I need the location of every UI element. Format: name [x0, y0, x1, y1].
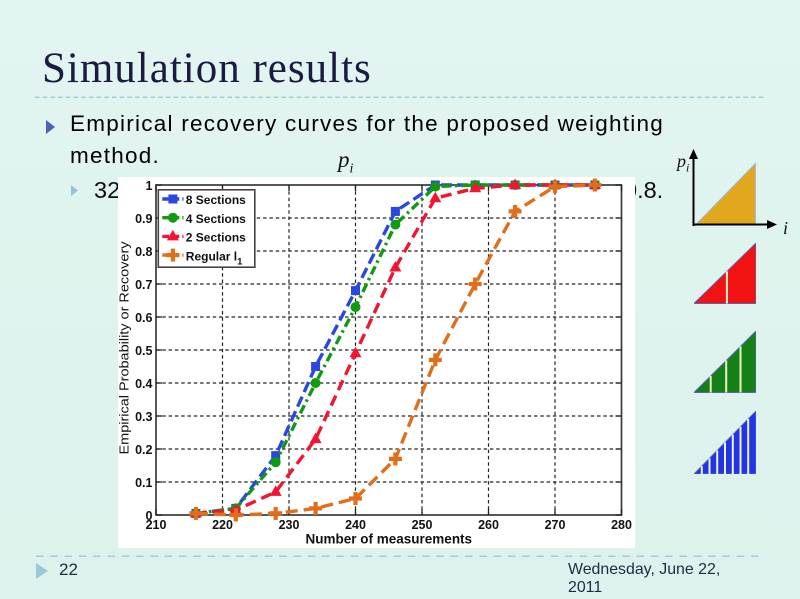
svg-text:0.7: 0.7: [135, 278, 152, 292]
svg-text:0.9: 0.9: [135, 212, 152, 226]
svg-text:0.4: 0.4: [135, 377, 152, 391]
svg-text:0.1: 0.1: [135, 476, 152, 490]
svg-text:Number of measurements: Number of measurements: [305, 531, 472, 546]
svg-text:4 Sections: 4 Sections: [185, 211, 245, 225]
svg-text:0.8: 0.8: [135, 245, 152, 259]
svg-text:270: 270: [544, 518, 565, 532]
svg-text:1: 1: [145, 179, 152, 193]
svg-text:Empirical Probability or Recov: Empirical Probability or Recovery: [118, 240, 132, 454]
svg-text:280: 280: [611, 518, 632, 532]
svg-text:230: 230: [278, 518, 299, 532]
svg-text:0: 0: [145, 509, 152, 523]
svg-text:250: 250: [411, 518, 432, 532]
svg-text:0.3: 0.3: [135, 410, 152, 424]
svg-text:0.5: 0.5: [135, 344, 152, 358]
svg-text:0.2: 0.2: [135, 443, 152, 457]
svg-text:210: 210: [145, 518, 166, 532]
svg-text:240: 240: [345, 518, 366, 532]
svg-text:260: 260: [478, 518, 499, 532]
svg-text:Regular l1: Regular l1: [185, 249, 242, 267]
svg-text:220: 220: [212, 518, 233, 532]
svg-text:8 Sections: 8 Sections: [185, 193, 245, 207]
svg-text:2 Sections: 2 Sections: [185, 230, 245, 244]
svg-text:0.6: 0.6: [135, 311, 152, 325]
